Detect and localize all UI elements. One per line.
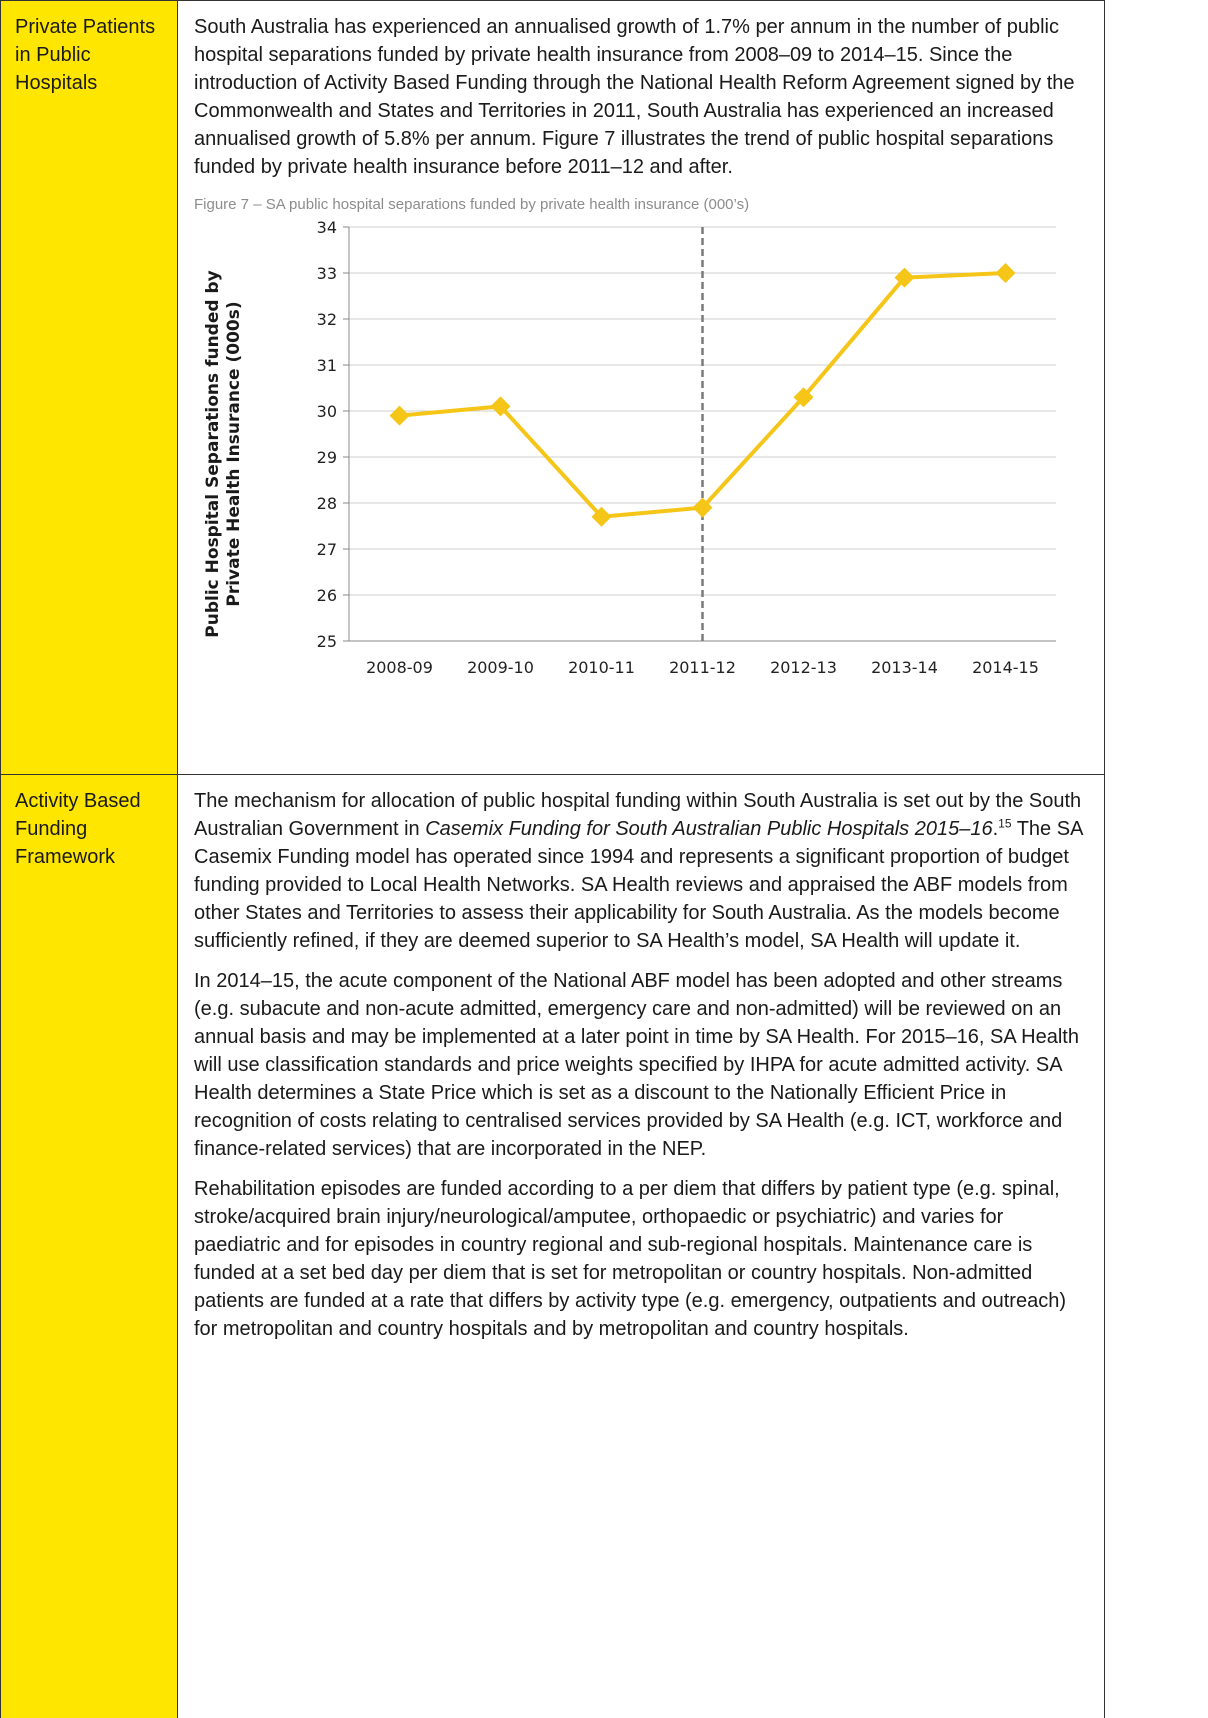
y-tick-labels: 25 26 27 28 29 30 31 32 33 34 (317, 219, 337, 651)
data-point (995, 263, 1016, 283)
y-tick-label: 34 (317, 219, 337, 237)
report-title: Casemix Funding for South Australian Pub… (425, 818, 993, 840)
data-point (490, 396, 511, 417)
body-paragraph: South Australia has experienced an annua… (194, 16, 1075, 178)
section-private-patients: Private Patients in Public Hospitals Sou… (0, 0, 1105, 775)
y-tick-label: 28 (317, 494, 337, 513)
body-paragraph: The mechanism for allocation of public h… (194, 787, 1094, 955)
chart-plot: 25 26 27 28 29 30 31 32 33 34 2008-09 2009-10 2010-… (317, 219, 1056, 677)
y-tick-label: 32 (317, 310, 337, 329)
y-tick-label: 33 (317, 264, 337, 283)
x-tick-labels: 2008-09 2009-10 2010-11 2011-12 2012-13 2013-… (366, 658, 1039, 677)
body-paragraph: In 2014–15, the acute component of the N… (194, 970, 1079, 1160)
data-point (894, 267, 915, 288)
y-tick-label: 26 (317, 586, 337, 605)
body-paragraph: Rehabilitation episodes are funded accor… (194, 1178, 1066, 1340)
y-tick-label: 31 (317, 356, 337, 375)
data-point (591, 506, 612, 527)
section-body: South Australia has experienced an annua… (178, 1, 1104, 774)
y-tick-label: 29 (317, 448, 337, 467)
y-tick-label: 27 (317, 540, 337, 559)
y-tick-label: 30 (317, 402, 337, 421)
x-tick-label: 2014-15 (972, 658, 1039, 677)
section-abf-framework: Activity Based Funding Framework The mec… (0, 775, 1105, 1718)
paragraph-text: The SA Casemix Funding model has operate… (194, 818, 1083, 952)
section-label: Activity Based Funding Framework (1, 775, 178, 1718)
paragraph-text: The mechanism for allocation of public h… (194, 790, 1082, 840)
grid-lines (343, 226, 1056, 642)
paragraph-text: . (992, 818, 999, 840)
data-point (793, 387, 814, 408)
x-tick-label: 2013-14 (871, 658, 938, 677)
section-label: Private Patients in Public Hospitals (1, 1, 178, 774)
section-body: The mechanism for allocation of public h… (178, 775, 1104, 1718)
x-tick-label: 2009-10 (467, 658, 534, 677)
x-tick-label: 2008-09 (366, 658, 433, 677)
x-tick-label: 2012-13 (770, 658, 837, 677)
series-group (389, 263, 1016, 527)
x-tick-label: 2011-12 (669, 658, 736, 677)
line-chart: Public Hospital Separations funded by Pr… (194, 219, 1094, 689)
data-point (692, 497, 713, 518)
y-tick-label: 25 (317, 632, 337, 651)
data-point (389, 405, 410, 426)
footnote-ref: 15 (998, 816, 1012, 831)
x-tick-label: 2010-11 (568, 658, 635, 677)
figure-caption: Figure 7 – SA public hospital separation… (194, 196, 750, 213)
